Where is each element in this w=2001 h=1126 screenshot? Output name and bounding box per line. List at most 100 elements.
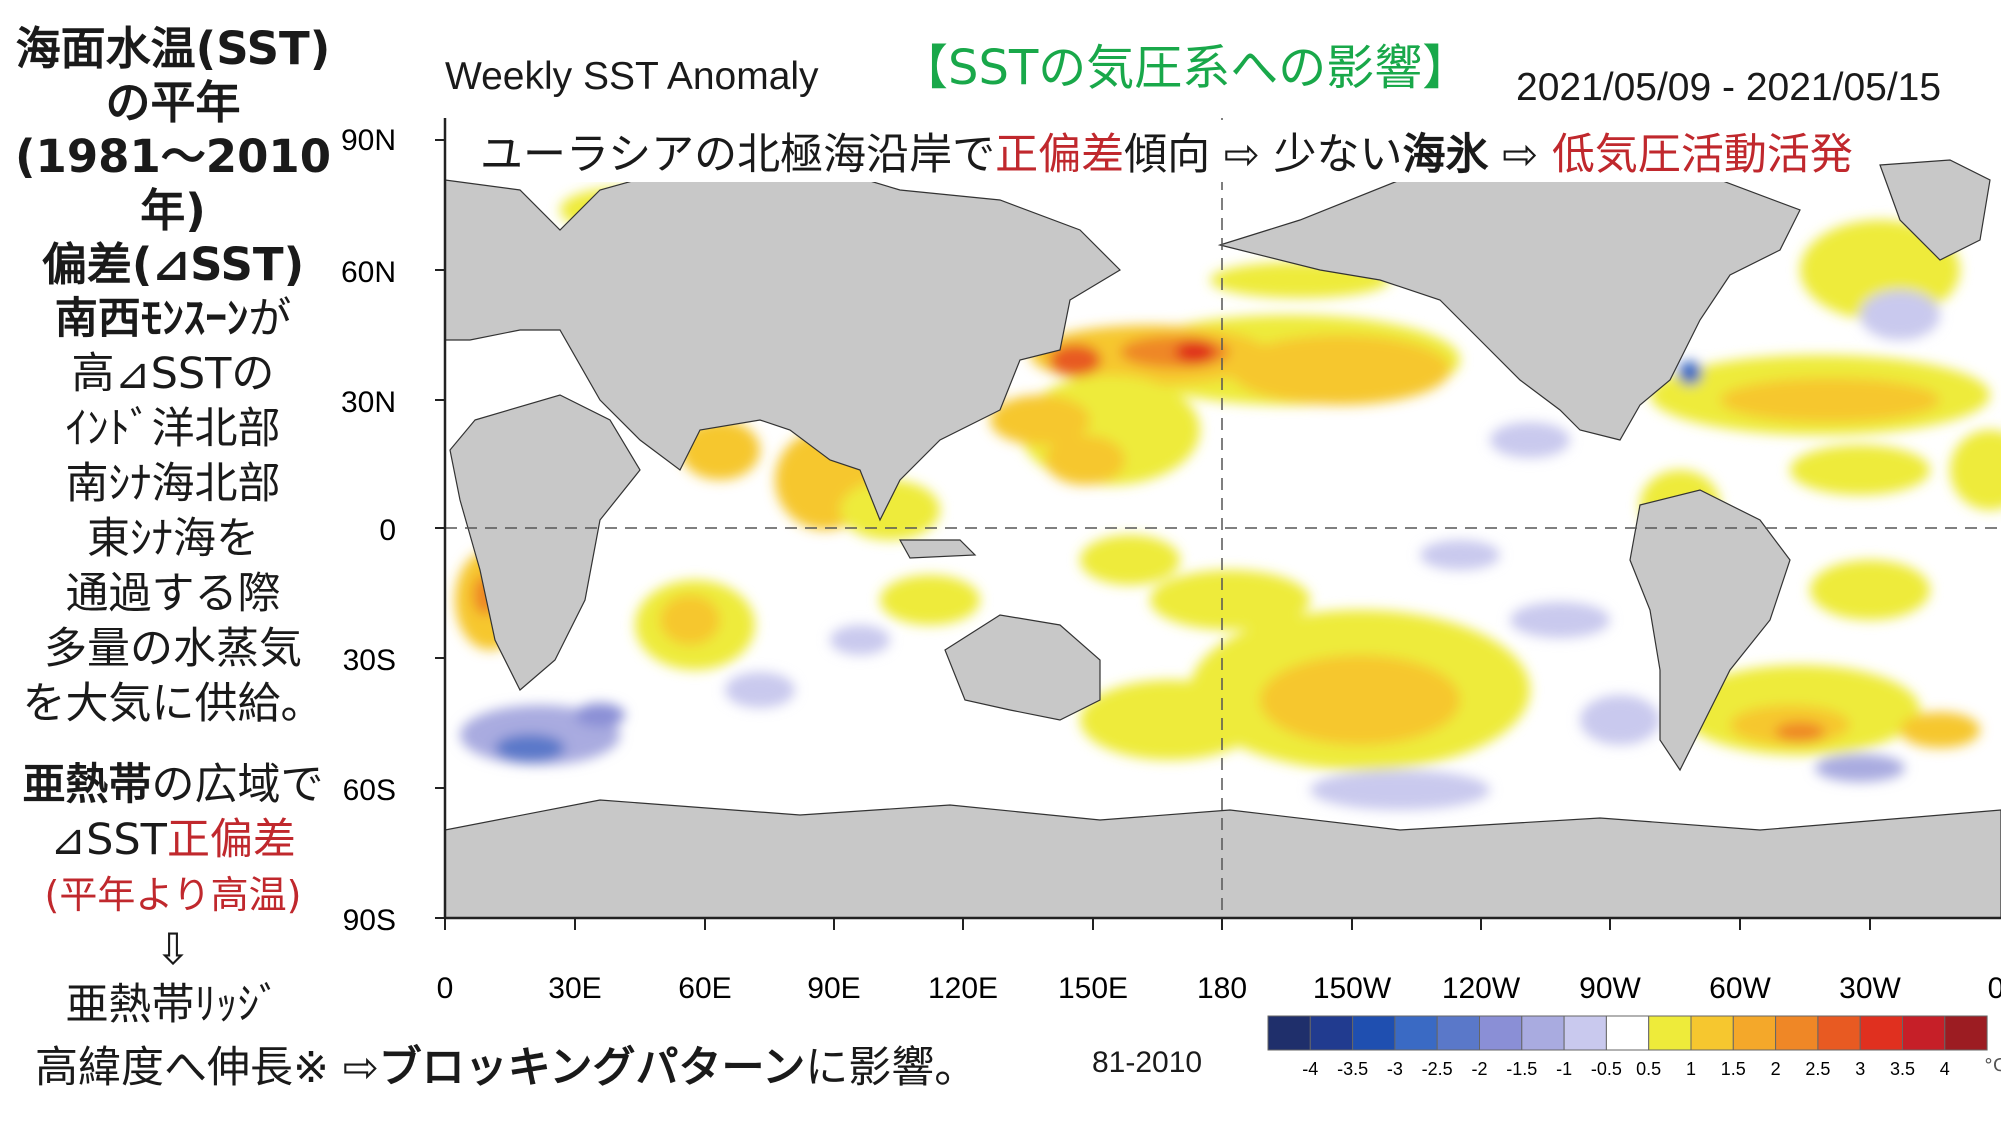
lon-label-30e: 30E: [548, 972, 601, 1005]
colorbar-label: -4: [1302, 1059, 1318, 1079]
lat-label-90n: 90N: [341, 124, 396, 157]
colorbar-label: 1.5: [1721, 1059, 1746, 1079]
colorbar-label: -2: [1471, 1059, 1487, 1079]
annotation-part5: ⇨: [1488, 130, 1552, 180]
lat-label-60s: 60S: [343, 774, 396, 807]
body-line-5: 通過する際: [65, 569, 281, 619]
colorbar-swatch: [1944, 1015, 1988, 1051]
colorbar-label: -2.5: [1422, 1059, 1453, 1079]
warm-note: (平年より高温): [44, 873, 302, 917]
colorbar-label: 2: [1771, 1059, 1781, 1079]
annotation-part6: 低気圧活動活発: [1551, 130, 1853, 180]
lat-label-eq: 0: [379, 514, 396, 547]
colorbar: -4 -3.5 -3 -2.5 -2 -1.5 -1 -0.5 0.5 1 1.5 2 2.5 3 3.5 4: [1267, 1015, 1988, 1079]
monsoon-bold: 南西ﾓﾝｽｰﾝ: [54, 294, 249, 344]
left-panel-body: 南西ﾓﾝｽｰﾝが 高⊿SSTの ｲﾝﾄﾞ洋北部 南ｼﾅ海北部 東ｼﾅ海を 通過す…: [8, 292, 338, 1033]
ridge-line: 亜熱帯ﾘｯｼﾞ: [65, 980, 281, 1030]
title-line-2: の平年: [105, 76, 241, 129]
lat-label-90s: 90S: [343, 904, 396, 937]
colorbar-swatch: [1436, 1015, 1480, 1051]
bottom-part2: ブロッキングパターン: [378, 1043, 806, 1093]
greenland: [1879, 159, 1991, 261]
annotation-part3: 傾向 ⇨ 少ない: [1124, 130, 1403, 180]
colorbar-swatch: [1732, 1015, 1777, 1051]
arctic-annotation: ユーラシアの北極海沿岸で正偏差傾向 ⇨ 少ない海氷 ⇨ 低気圧活動活発: [474, 120, 1859, 182]
lon-label-60e: 60E: [678, 972, 731, 1005]
body-line-1: 高⊿SSTの: [71, 349, 275, 399]
colorbar-label: 4: [1940, 1059, 1950, 1079]
colorbar-label: -0.5: [1591, 1059, 1622, 1079]
lon-label-90e: 90E: [807, 972, 860, 1005]
lon-label-150e: 150E: [1058, 972, 1128, 1005]
colorbar-label: 3.5: [1890, 1059, 1915, 1079]
land: [445, 159, 2001, 918]
body-line-4: 東ｼﾅ海を: [87, 514, 259, 564]
date-range: 2021/05/09 - 2021/05/15: [1516, 66, 1942, 109]
colorbar-label: 0.5: [1636, 1059, 1661, 1079]
lon-label-150w: 150W: [1313, 972, 1392, 1005]
bottom-part3: に影響。: [805, 1043, 978, 1093]
lat-axis: 90N 60N 30N 0 30S 60S 90S: [341, 124, 445, 937]
subtropic-bold: 亜熱帯: [22, 760, 152, 810]
lon-axis: 0 30E 60E 90E 120E 150E 180 150W 120W 90…: [437, 918, 2001, 1005]
base-period: 81-2010: [1092, 1046, 1203, 1079]
body-line-6: 多量の水蒸気: [44, 624, 302, 674]
south-america: [1629, 489, 1791, 772]
bottom-part1: 高緯度へ伸長※ ⇨: [35, 1043, 379, 1093]
colorbar-unit: °C: [1984, 1055, 2001, 1076]
colorbar-swatch: [1394, 1015, 1438, 1051]
monsoon-line: 南西ﾓﾝｽｰﾝが: [8, 292, 338, 347]
map-title: Weekly SST Anomaly: [445, 55, 819, 98]
map-field: [445, 118, 2001, 918]
anomaly-prefix: ⊿SST: [50, 815, 167, 865]
jp-title: 【SSTの気圧系への影響】: [900, 40, 1471, 96]
annotation-part2: 正偏差: [995, 130, 1125, 180]
subtropic-line: 亜熱帯の広域で: [8, 758, 338, 813]
bottom-conclusion: 高緯度へ伸長※ ⇨ブロッキングパターンに影響。: [35, 1033, 977, 1095]
lon-label-180: 180: [1197, 972, 1247, 1005]
lon-label-0: 0: [437, 972, 454, 1005]
down-arrow: ⇩: [154, 925, 192, 975]
colorbar-label: 2.5: [1805, 1059, 1830, 1079]
indonesia: [898, 539, 977, 559]
subtropic-rest: の広域で: [151, 760, 324, 810]
body-line-2: ｲﾝﾄﾞ洋北部: [65, 404, 281, 454]
left-panel-title: 海面水温(SST) の平年 (1981～2010年) 偏差(⊿SST): [8, 22, 338, 292]
lon-label-120e: 120E: [928, 972, 998, 1005]
lat-label-30n: 30N: [341, 386, 396, 419]
colorbar-label: -3: [1387, 1059, 1403, 1079]
lon-label-30w: 30W: [1839, 972, 1901, 1005]
colorbar-labels: -4 -3.5 -3 -2.5 -2 -1.5 -1 -0.5 0.5 1 1.5 2 2.5 3 3.5 4: [1302, 1059, 1950, 1079]
africa: [449, 394, 641, 691]
lat-label-30s: 30S: [343, 644, 396, 677]
colorbar-swatch: [1563, 1015, 1607, 1051]
colorbar-swatch: [1521, 1015, 1565, 1051]
title-line-1: 海面水温(SST): [15, 22, 331, 75]
colorbar-label: 1: [1686, 1059, 1696, 1079]
colorbar-label: -3.5: [1337, 1059, 1368, 1079]
colorbar-label: 3: [1855, 1059, 1865, 1079]
colorbar-swatch: [1267, 1015, 1311, 1051]
australia: [944, 614, 1101, 721]
title-line-4: 偏差(⊿SST): [41, 238, 305, 291]
anomaly-red: 正偏差: [166, 815, 296, 865]
colorbar-swatch: [1352, 1015, 1396, 1051]
colorbar-swatch: [1859, 1015, 1903, 1051]
colorbar-swatch: [1309, 1015, 1354, 1051]
colorbar-label: -1: [1556, 1059, 1572, 1079]
annotation-part4: 海氷: [1402, 130, 1489, 180]
colorbar-swatch: [1479, 1015, 1523, 1051]
colorbar-swatch: [1690, 1015, 1734, 1051]
lon-label-60w: 60W: [1709, 972, 1771, 1005]
body-line-3: 南ｼﾅ海北部: [65, 459, 281, 509]
lat-label-60n: 60N: [341, 256, 396, 289]
body-line-7: を大気に供給。: [22, 679, 324, 729]
colorbar-swatches: [1267, 1015, 1988, 1051]
monsoon-rest: が: [248, 294, 292, 344]
lon-label-0-right: 0: [1988, 972, 2001, 1005]
colorbar-swatch: [1775, 1015, 1819, 1051]
antarctica: [445, 799, 2001, 918]
lon-label-120w: 120W: [1442, 972, 1521, 1005]
colorbar-swatch: [1902, 1015, 1946, 1051]
